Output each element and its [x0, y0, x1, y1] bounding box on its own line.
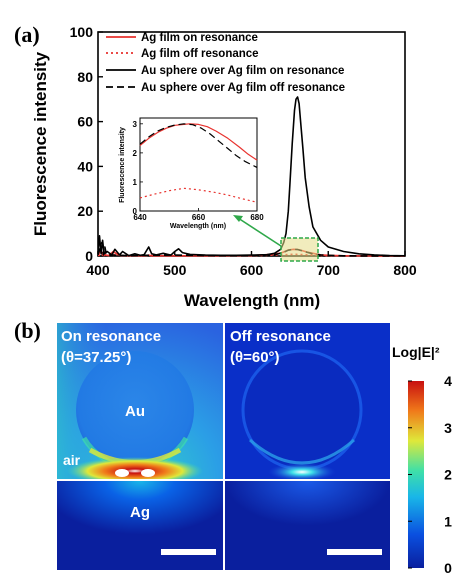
colorbar-title: Log|E|² [392, 344, 440, 360]
on-resonance-angle: (θ=37.25°) [61, 349, 131, 366]
inset-y-tick-label: 1 [133, 178, 138, 187]
ag-region-on [57, 481, 223, 570]
scale-bar-left [161, 549, 216, 555]
inset-x-tick-label: 640 [133, 213, 147, 222]
ag-label: Ag [130, 504, 150, 521]
legend-label-au-off: Au sphere over Ag film off resonance [141, 82, 345, 94]
x-tick-label: 700 [317, 262, 341, 278]
legend-label-ag-off: Ag film off resonance [141, 48, 259, 60]
series-line-3 [97, 241, 405, 257]
x-tick-label: 500 [163, 262, 187, 278]
inset-series-line-0 [139, 123, 258, 161]
y-tick-label: 100 [70, 24, 94, 40]
inset-x-axis-title: Wavelength (nm) [170, 223, 226, 230]
x-tick-label: 600 [240, 262, 264, 278]
inset-plot: 640 660 680 0 1 2 3 Wavelength (nm) Fluorescen… [119, 117, 265, 230]
off-resonance-title: Off resonance [230, 328, 331, 345]
inset-frame [139, 117, 258, 212]
zoom-region-box [280, 237, 319, 262]
air-label: air [63, 452, 81, 468]
legend-label-ag-on: Ag film on resonance [141, 32, 258, 44]
x-axis-title: Wavelength (nm) [184, 291, 320, 310]
inset-series-line-2 [139, 123, 258, 168]
on-resonance-title: On resonance [61, 328, 161, 345]
y-tick-label: 60 [77, 114, 93, 130]
au-label: Au [125, 403, 145, 420]
x-tick-label: 400 [86, 262, 110, 278]
inset-x-tick-label: 660 [192, 213, 206, 222]
colorbar-tick-label: 4 [444, 373, 452, 389]
y-tick-label: 0 [85, 248, 93, 264]
inset-series-line-1 [139, 187, 258, 203]
inset-y-tick-label: 3 [133, 120, 138, 129]
x-tick-label: 800 [393, 262, 417, 278]
y-axis-title: Fluorescence intensity [31, 51, 50, 236]
colorbar-tick-label: 1 [444, 513, 452, 529]
off-resonance-angle: (θ=60°) [230, 349, 280, 366]
colorbar-tick-label: 2 [444, 467, 452, 483]
colorbar-tick-label: 3 [444, 420, 452, 436]
au-sphere-on [76, 351, 194, 469]
au-sphere-off [241, 349, 363, 471]
y-tick-label: 20 [77, 203, 93, 219]
inset-axis-ticks: 640 660 680 0 1 2 3 [133, 120, 265, 222]
colorbar-tick-label: 0 [444, 560, 452, 576]
field-map-on-resonance: On resonance (θ=37.25°) Au air Ag [57, 323, 223, 570]
y-tick-label: 80 [77, 69, 93, 85]
scale-bar-right [327, 549, 382, 555]
panel-b-label: (b) [14, 318, 41, 343]
field-map-off-resonance: Off resonance (θ=60°) [225, 323, 390, 570]
hotspot-on [67, 457, 203, 485]
zoom-arrow [237, 217, 282, 247]
inset-y-tick-label: 2 [133, 149, 138, 158]
panel-a-label: (a) [14, 22, 40, 47]
inset-series-lines [139, 123, 258, 203]
y-tick-label: 40 [77, 158, 93, 174]
colorbar-ticks: 0 1 2 3 4 [408, 373, 452, 576]
inset-y-tick-label: 0 [133, 207, 138, 216]
inset-x-tick-label: 680 [250, 213, 264, 222]
legend-label-au-on: Au sphere over Ag film on resonance [141, 65, 344, 77]
legend: Ag film on resonance Ag film off resonan… [106, 32, 345, 94]
zoom-arrow-head [233, 215, 243, 222]
ag-region-off [225, 481, 390, 570]
inset-y-axis-title: Fluorescence intensity [119, 127, 126, 203]
colorbar: Log|E|² 0 1 2 3 4 [392, 344, 452, 576]
hotspot-off [268, 463, 336, 481]
